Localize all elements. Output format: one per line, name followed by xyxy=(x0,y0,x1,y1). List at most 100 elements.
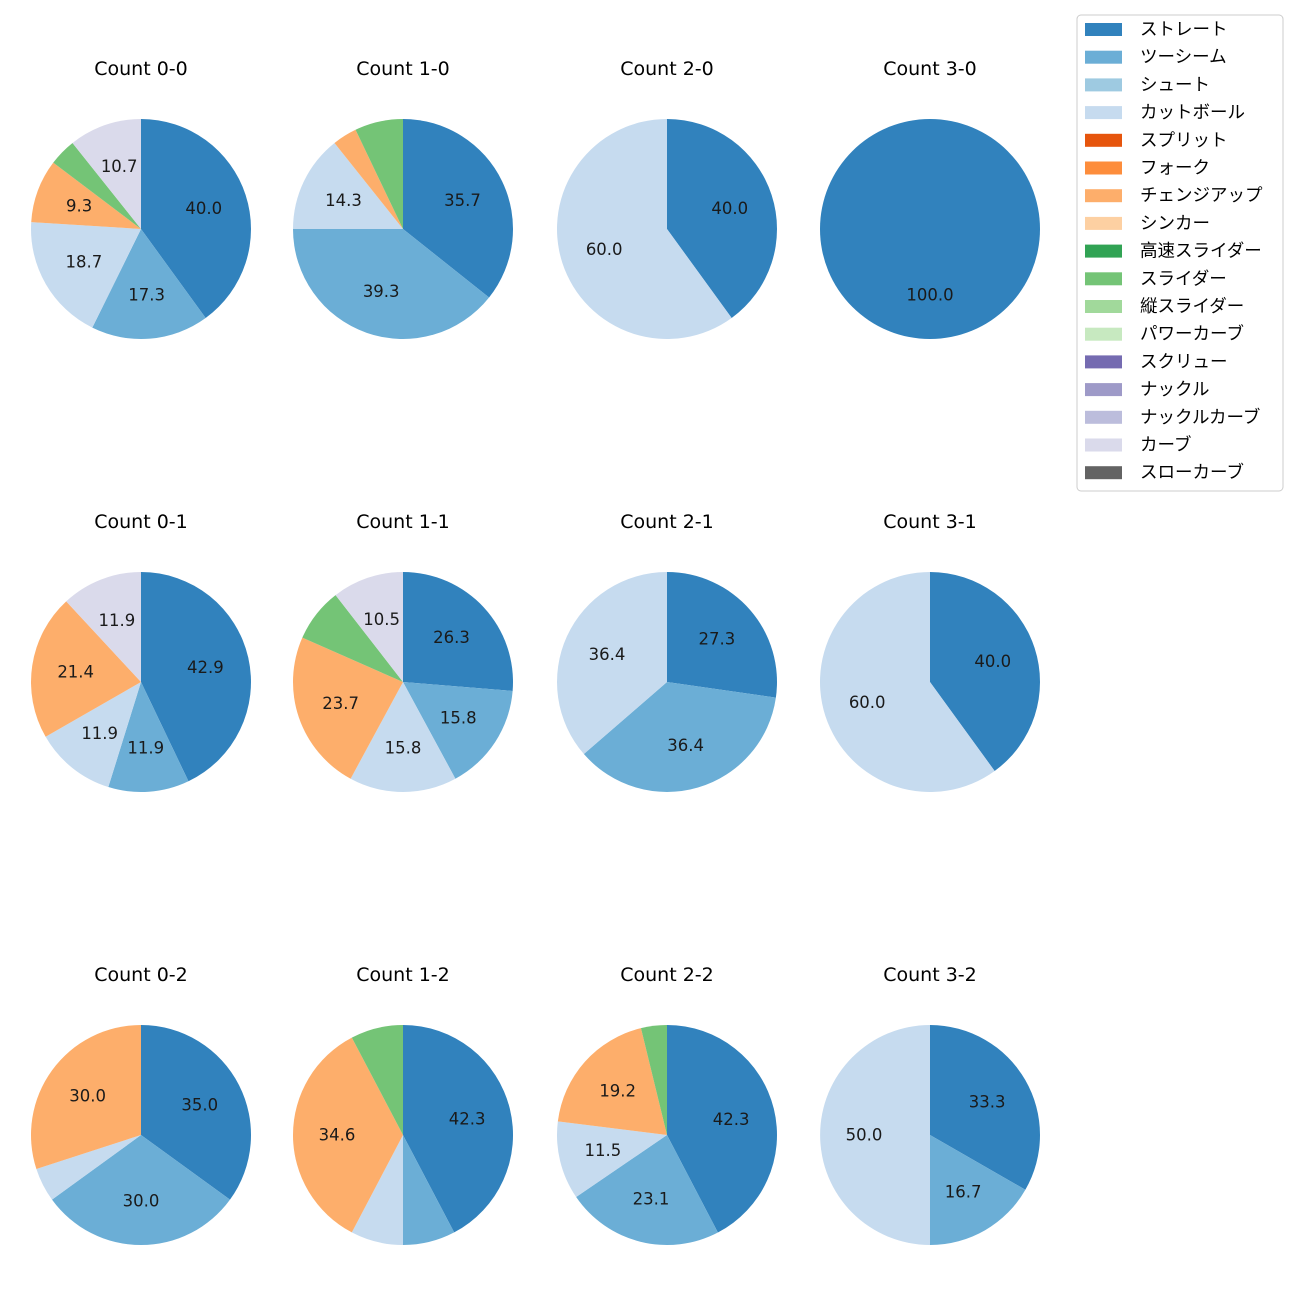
pie-slice xyxy=(403,119,513,298)
pie-slice xyxy=(930,1135,1026,1245)
pie-slice xyxy=(820,572,995,792)
pie-title: Count 2-1 xyxy=(620,511,714,533)
pie-slice xyxy=(667,119,778,318)
legend-swatch xyxy=(1085,161,1122,175)
pie-slice xyxy=(583,682,776,792)
pie-slice xyxy=(92,229,206,339)
pie-count-1-1: Count 1-1 26.3 15.8 15.8 23.7 10.5 xyxy=(292,511,513,792)
pie-slice xyxy=(667,572,777,698)
pie-slice xyxy=(355,119,403,229)
slice-label: 36.4 xyxy=(667,736,704,755)
legend-item: 高速スライダー xyxy=(1085,242,1262,262)
pie-slice xyxy=(403,1135,455,1245)
legend-item: スクリュー xyxy=(1085,352,1228,372)
slice-label: 34.6 xyxy=(319,1126,356,1145)
slice-label: 42.3 xyxy=(449,1110,486,1129)
pie-slice xyxy=(30,601,141,737)
pie-slice xyxy=(293,229,490,339)
pie-slice xyxy=(52,1135,230,1246)
slice-label: 27.3 xyxy=(699,629,736,648)
pie-slice xyxy=(403,1025,514,1233)
pie-title: Count 3-0 xyxy=(883,58,977,80)
pie-slice xyxy=(557,119,732,339)
pie-count-3-2: Count 3-2 33.3 16.7 50.0 xyxy=(820,964,1041,1245)
legend-label: パワーカーブ xyxy=(1140,324,1244,345)
legend-swatch xyxy=(1085,50,1122,64)
pie-slice xyxy=(335,572,403,682)
pie-slice xyxy=(31,162,141,229)
legend-swatch xyxy=(1085,23,1122,36)
slice-label: 40.0 xyxy=(974,652,1011,671)
slice-label: 9.3 xyxy=(66,197,92,216)
pie-slice xyxy=(293,142,403,229)
legend-item: ナックルカーブ xyxy=(1085,407,1260,428)
pie-title: Count 0-2 xyxy=(94,964,188,986)
legend-label: スローカーブ xyxy=(1140,462,1244,483)
legend-label: カットボール xyxy=(1140,103,1245,123)
pie-slice xyxy=(403,682,513,779)
pie-slice xyxy=(667,1025,778,1233)
legend-swatch xyxy=(1085,272,1122,286)
legend-label: カーブ xyxy=(1140,435,1191,456)
pie-count-0-0: Count 0-0 40.0 17.3 18.7 9.3 10.7 xyxy=(31,58,252,339)
pie-slice xyxy=(351,1135,403,1245)
slice-label: 10.5 xyxy=(363,610,400,629)
pie-count-3-0: Count 3-0 100.0 xyxy=(820,58,1040,339)
slice-label: 17.3 xyxy=(128,285,165,304)
pie-slice xyxy=(66,572,141,682)
pie-count-1-0: Count 1-0 35.7 39.3 14.3 xyxy=(293,58,513,339)
pie-slice xyxy=(820,1025,930,1245)
legend-swatch xyxy=(1085,106,1122,120)
legend-label: フォーク xyxy=(1140,159,1210,179)
pie-slice xyxy=(31,222,141,328)
pie-title: Count 2-2 xyxy=(620,964,714,986)
pie-title: Count 1-1 xyxy=(356,511,450,533)
slice-label: 42.9 xyxy=(187,658,224,677)
slice-label: 15.8 xyxy=(440,709,477,728)
slice-label: 23.7 xyxy=(322,694,359,713)
pie-slice xyxy=(141,572,251,782)
pie-slice xyxy=(930,572,1041,771)
pie-title: Count 3-2 xyxy=(883,964,977,986)
legend-swatch xyxy=(1085,78,1122,92)
legend-item: 縦スライダー xyxy=(1085,297,1244,317)
legend-item: ツーシーム xyxy=(1085,48,1227,68)
legend-item: ナックル xyxy=(1085,380,1209,400)
legend-label: スライダー xyxy=(1140,269,1227,289)
slice-label: 50.0 xyxy=(846,1126,883,1145)
slice-label: 11.9 xyxy=(127,738,164,757)
slice-label: 35.0 xyxy=(181,1096,218,1115)
pie-slice xyxy=(45,682,142,788)
pie-count-2-2: Count 2-2 42.3 23.1 11.5 19.2 xyxy=(557,964,778,1245)
legend-label: 高速スライダー xyxy=(1140,242,1262,262)
pie-slice xyxy=(820,119,1040,339)
pie-slice xyxy=(351,1025,403,1135)
legend-swatch xyxy=(1085,383,1122,397)
slice-label: 42.3 xyxy=(713,1110,750,1129)
pie-slice xyxy=(640,1025,667,1135)
pie-count-2-1: Count 2-1 27.3 36.4 36.4 xyxy=(557,511,777,792)
pie-slice xyxy=(557,1121,667,1198)
slice-label: 60.0 xyxy=(586,240,623,259)
pie-slice xyxy=(350,682,456,792)
slice-label: 100.0 xyxy=(906,286,953,305)
legend-label: シュート xyxy=(1140,75,1210,95)
pie-slice xyxy=(36,1135,141,1200)
slice-label: 33.3 xyxy=(969,1092,1006,1111)
legend-item: ストレート xyxy=(1085,20,1228,40)
pie-slice xyxy=(292,1037,403,1233)
legend-swatch xyxy=(1085,410,1122,424)
slice-label: 60.0 xyxy=(849,693,886,712)
pie-count-0-2: Count 0-2 35.0 30.0 30.0 xyxy=(30,964,252,1246)
slice-label: 16.7 xyxy=(945,1183,982,1202)
slice-label: 10.7 xyxy=(101,157,138,176)
legend-swatch xyxy=(1085,216,1122,230)
pie-title: Count 0-1 xyxy=(94,511,188,533)
pie-title: Count 0-0 xyxy=(94,58,188,80)
slice-label: 30.0 xyxy=(123,1192,160,1211)
legend-swatch xyxy=(1085,438,1122,452)
slice-label: 15.8 xyxy=(385,739,422,758)
pie-slice xyxy=(30,1025,141,1169)
pie-slice xyxy=(72,119,141,229)
